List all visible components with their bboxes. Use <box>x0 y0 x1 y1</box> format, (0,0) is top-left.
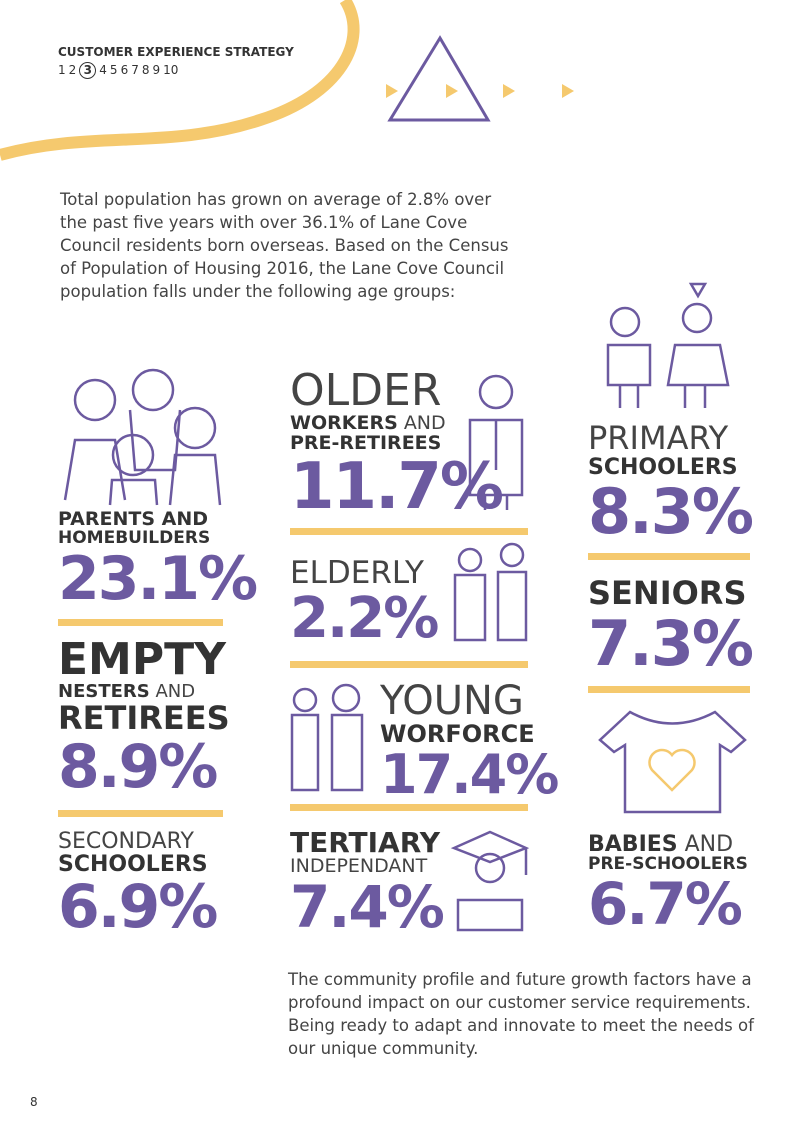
label-part: PRE-RETIREES <box>290 432 442 455</box>
label-part: TERTIARY <box>290 826 441 859</box>
group-label: YOUNG <box>380 680 557 722</box>
page-index: 1 2 3 4 5 6 7 8 9 10 <box>58 62 181 79</box>
group-value: 8.3% <box>588 474 754 548</box>
label-part: WORFORCE <box>380 720 535 748</box>
group-value: 7.4% <box>290 873 445 942</box>
age-group: TERTIARY INDEPENDANT 7.4% <box>290 828 445 942</box>
age-group: SENIORS 7.3% <box>588 574 754 680</box>
divider <box>58 619 223 626</box>
age-group: PARENTS AND HOMEBUILDERS 23.1% <box>58 508 258 614</box>
group-label: SECONDARY <box>58 830 216 853</box>
label-part: YOUNG <box>380 678 524 724</box>
page-link: 4 <box>99 63 107 77</box>
label-part: PRIMARY <box>588 419 729 457</box>
group-label: BABIES AND <box>588 833 748 856</box>
group-value: 11.7% <box>290 450 504 525</box>
age-group: BABIES AND PRE-SCHOOLERS 6.7% <box>588 833 748 935</box>
age-group: SECONDARY SCHOOLERS 6.9% <box>58 830 218 943</box>
label-part: PRE-SCHOOLERS <box>588 854 748 875</box>
group-label: PRE-RETIREES <box>290 432 502 455</box>
group-label: NESTERS AND <box>58 681 230 703</box>
group-label: OLDER <box>290 365 502 416</box>
page-link: 8 <box>141 63 150 77</box>
group-label: PARENTS AND <box>58 508 256 530</box>
page-link: 10 <box>163 63 179 77</box>
group-label: ELDERLY <box>290 557 437 590</box>
header-title: CUSTOMER EXPERIENCE STRATEGY <box>58 45 294 59</box>
label-part: PARENTS AND <box>58 508 209 530</box>
group-label: RETIREES <box>58 699 230 738</box>
divider <box>588 553 750 560</box>
group-value: 8.9% <box>58 731 218 802</box>
divider <box>588 686 750 693</box>
page-number: 8 <box>30 1095 38 1109</box>
page-link: 9 <box>152 63 161 77</box>
age-group: PRIMARY SCHOOLERS 8.3% <box>588 419 754 548</box>
age-group: YOUNG WORFORCE 17.4% <box>290 680 559 807</box>
label-part: OLDER <box>290 365 442 416</box>
group-value: 6.9% <box>58 872 218 943</box>
intro-text: Total population has grown on average of… <box>60 190 509 301</box>
group-label: SCHOOLERS <box>58 853 216 876</box>
group-label: PRIMARY <box>588 419 752 457</box>
age-group: ELDERLY 2.2% <box>290 557 439 651</box>
label-part: BABIES <box>588 832 678 857</box>
group-value: 23.1% <box>58 543 258 614</box>
age-group: EMPTY NESTERS AND RETIREES 8.9% <box>58 634 230 802</box>
group-label: EMPTY <box>58 634 230 685</box>
label-part: AND <box>684 832 734 857</box>
group-label: TERTIARY <box>290 828 443 857</box>
group-label: SENIORS <box>588 574 752 612</box>
label-part: WORKERS <box>290 412 398 435</box>
label-part: SECONDARY <box>58 829 194 854</box>
page-link: 6 <box>120 63 129 77</box>
divider <box>290 528 528 535</box>
label-part: SCHOOLERS <box>58 852 208 878</box>
group-value: 2.2% <box>290 585 439 651</box>
page-link: 1 <box>58 63 66 77</box>
label-part: ELDERLY <box>290 555 424 591</box>
group-label: HOMEBUILDERS <box>58 527 256 548</box>
group-value: 6.7% <box>588 869 743 938</box>
group-value: 7.3% <box>588 606 754 680</box>
group-label: WORKERS AND <box>290 412 502 435</box>
label-part: INDEPENDANT <box>290 855 428 878</box>
label-part: NESTERS <box>58 681 150 703</box>
label-part: EMPTY <box>58 634 226 685</box>
group-label: SCHOOLERS <box>588 456 752 479</box>
label-part: AND <box>155 681 196 703</box>
page-link: 7 <box>131 63 139 77</box>
age-group: OLDER WORKERS AND PRE-RETIREES 11.7% <box>290 365 504 525</box>
page-link: 2 <box>68 63 77 77</box>
group-label: WORFORCE <box>380 720 557 748</box>
label-part: SENIORS <box>588 574 747 612</box>
label-part: SCHOOLERS <box>588 454 738 480</box>
divider <box>290 804 528 811</box>
page-link: 5 <box>109 63 118 77</box>
label-part: HOMEBUILDERS <box>58 527 211 548</box>
outro-text: The community profile and future growth … <box>288 970 754 1058</box>
divider <box>58 810 223 817</box>
label-part: RETIREES <box>58 699 230 738</box>
group-label: INDEPENDANT <box>290 855 443 878</box>
page-link: 3 <box>79 62 97 79</box>
label-part: AND <box>403 412 446 435</box>
group-value: 17.4% <box>380 743 559 807</box>
divider <box>290 661 528 668</box>
group-label: PRE-SCHOOLERS <box>588 854 748 875</box>
